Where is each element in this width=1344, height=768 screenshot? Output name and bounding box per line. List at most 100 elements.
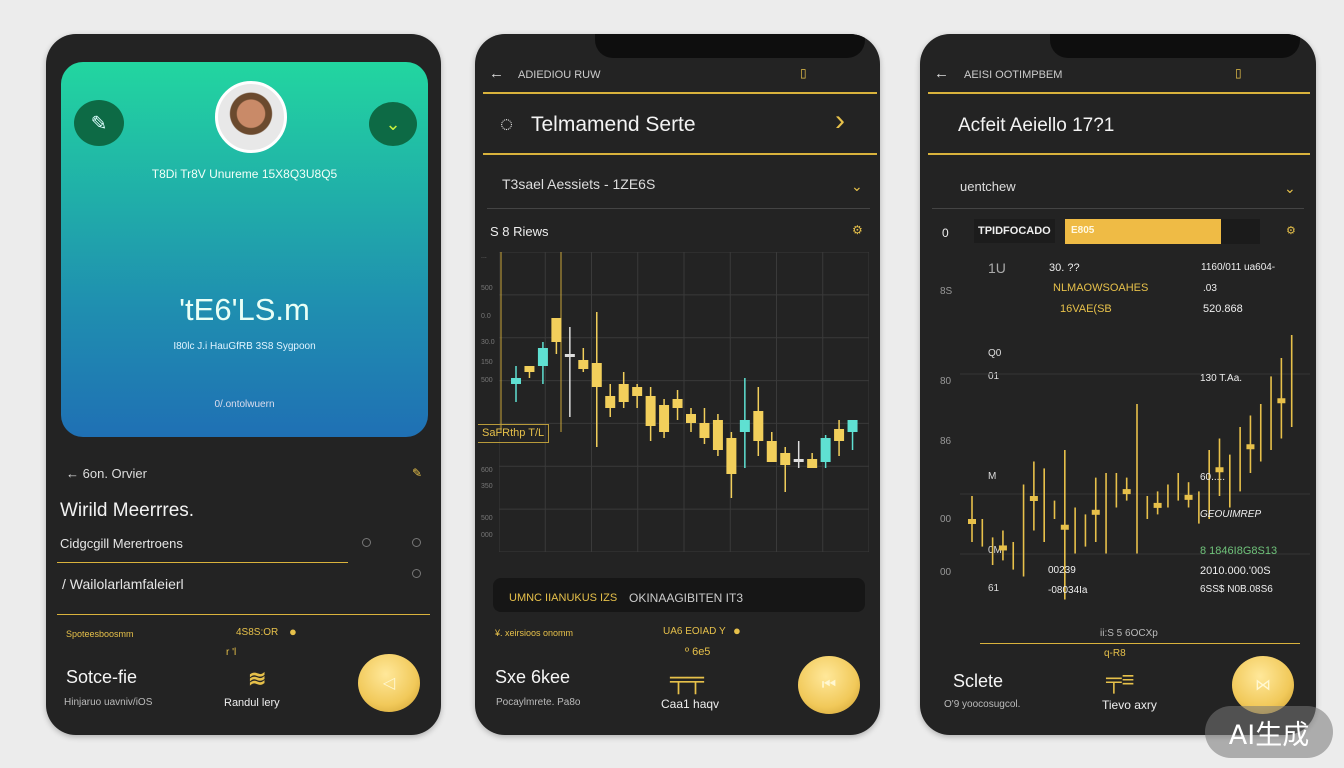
chart-icon[interactable]: ≋ <box>248 666 267 691</box>
balance-card: ✎ ⌄ T8Di Tr8V Unureme 15X8Q3U8Q5 'tE6'LS… <box>61 62 428 437</box>
candle-body <box>1246 444 1255 450</box>
y-tick: ... <box>481 253 487 260</box>
tab-2[interactable]: OKINAAGIBITEN IT3 <box>629 591 744 605</box>
info-mid: 4S8S:OR <box>236 627 279 638</box>
stat-d: 16VAE(SB <box>1060 303 1112 315</box>
candle-body <box>968 519 976 524</box>
inner-tick: Q0 <box>988 348 1002 359</box>
y-tick: 8S <box>940 286 953 297</box>
divider <box>483 153 877 155</box>
stat-l: 2010.000.'00S <box>1200 565 1271 577</box>
balance-value: 'tE6'LS.m <box>179 292 310 327</box>
pin-icon[interactable]: ✎ <box>412 466 423 480</box>
row-index: 0 <box>942 226 949 240</box>
bottom-title: Sclete <box>953 671 1004 691</box>
divider <box>57 614 430 615</box>
tab-1[interactable]: UMNC IIANUKUS IZS <box>509 592 618 604</box>
divider <box>932 208 1304 209</box>
bookmark-icon[interactable]: ▯ <box>800 66 807 80</box>
y-tick: 00 <box>940 514 952 525</box>
candle-body <box>847 420 858 432</box>
back-button[interactable]: ← <box>489 65 504 82</box>
send-button[interactable]: ◁ <box>358 654 420 712</box>
stat-g: 520.868 <box>1203 303 1243 315</box>
next-button[interactable]: ⋈ <box>1232 656 1294 714</box>
dropdown-button[interactable]: ⌄ <box>369 102 417 146</box>
candle-body <box>1153 502 1162 508</box>
info-mid: UA6 EOIAD Y <box>663 626 726 637</box>
candle-body <box>766 441 777 462</box>
center-label[interactable]: Caa1 haqv <box>661 697 720 711</box>
candle-body <box>605 396 616 408</box>
y-tick: 500 <box>481 377 493 384</box>
chevron-down-icon[interactable]: ⌄ <box>851 178 863 194</box>
chevron-right-icon[interactable]: › <box>835 104 845 137</box>
bookmark-icon[interactable]: ▯ <box>1235 66 1242 80</box>
stat-k: 8 1846I8G8S13 <box>1200 545 1278 557</box>
back-button[interactable]: ← 6on. Orvier <box>66 466 147 481</box>
candle-body <box>551 318 562 342</box>
card-title: T8Di Tr8V Unureme 15X8Q3U8Q5 <box>151 167 338 181</box>
stat-m: 6SS$ N0B.08S6 <box>1200 584 1273 595</box>
bottom-subtitle: O'9 yoocosugcol. <box>944 699 1021 710</box>
candlestick-chart[interactable] <box>499 252 869 552</box>
candle-body <box>645 396 656 426</box>
divider <box>928 153 1310 155</box>
divider <box>57 562 348 563</box>
center-top: r 'l <box>226 647 237 658</box>
radio-1a[interactable] <box>362 538 371 547</box>
chevron-down-icon[interactable]: ⌄ <box>1284 180 1296 196</box>
divider <box>980 643 1300 644</box>
candle-body <box>753 411 764 441</box>
inner-tick: 01 <box>988 371 1000 382</box>
edit-button[interactable]: ✎ <box>74 100 124 146</box>
footer-mid: ii:S 5 6OCXp <box>1100 628 1158 639</box>
camera-notch <box>595 34 865 58</box>
radio-1b[interactable] <box>412 538 421 547</box>
play-icon: ◁ <box>382 675 396 692</box>
center-label[interactable]: Tievo axry <box>1102 698 1157 712</box>
candle-body <box>1215 467 1224 473</box>
center-label[interactable]: Randul lery <box>224 697 280 709</box>
back-button[interactable]: ← <box>934 65 949 82</box>
candle-body <box>793 459 804 462</box>
candle-body <box>1091 509 1100 515</box>
candle-body <box>998 545 1007 551</box>
candle-body <box>564 354 575 357</box>
chart-icon[interactable]: ╤╤ <box>670 666 705 693</box>
settings-icon[interactable]: ⚙ <box>1286 225 1296 237</box>
avatar[interactable] <box>215 81 287 153</box>
asset-selector[interactable]: T3sael Aessiets - 1ZE6S <box>502 176 656 192</box>
list-item-2[interactable]: / Wailolarlamfaleierl <box>62 576 184 592</box>
divider <box>483 92 877 94</box>
chart-icon[interactable]: ╤≡ <box>1106 667 1135 692</box>
candle-body <box>820 438 831 462</box>
card-footer: 0/.ontolwuern <box>214 399 275 410</box>
progress-bar[interactable]: E805 <box>1065 219 1260 244</box>
phone-portfolio-screen: ← AEISI OOTIMPBEM ▯ Acfeit Aeiello 17?1 … <box>920 34 1316 735</box>
y-tick: 500 <box>481 285 493 292</box>
candle-body <box>524 366 535 372</box>
candle-body <box>1277 398 1286 404</box>
loading-icon: ◌ <box>500 111 514 136</box>
filter-selector[interactable]: uentchew <box>960 179 1016 194</box>
bottom-title: Sxe 6kee <box>495 667 571 687</box>
chart-tag: SaFRthp T/L <box>478 424 550 443</box>
y-tick: 86 <box>940 436 952 447</box>
info-left: ¥. xeirsioos onomm <box>495 628 574 638</box>
stat-j: GEOUIMREP <box>1200 509 1262 520</box>
skip-button[interactable]: ⏮ <box>798 656 860 714</box>
list-item-1[interactable]: Cidgcgill Merertroens <box>60 536 183 551</box>
header-title: AEISI OOTIMPBEM <box>964 69 1063 81</box>
price-chart[interactable] <box>960 294 1310 634</box>
radio-2[interactable] <box>412 569 421 578</box>
header-title: ADIEDIOU RUW <box>518 69 601 81</box>
coin-icon: ● <box>289 624 297 639</box>
settings-icon[interactable]: ⚙ <box>852 223 863 237</box>
bottom-title: Sotce-fie <box>66 667 138 687</box>
divider <box>487 208 870 209</box>
chart-title: S 8 Riews <box>490 224 549 239</box>
stat-n: 00239 <box>1048 565 1076 576</box>
inner-tick: 61 <box>988 583 1000 594</box>
balance-subtitle: I80lc J.i HauGfRB 3S8 Sygpoon <box>173 341 316 352</box>
